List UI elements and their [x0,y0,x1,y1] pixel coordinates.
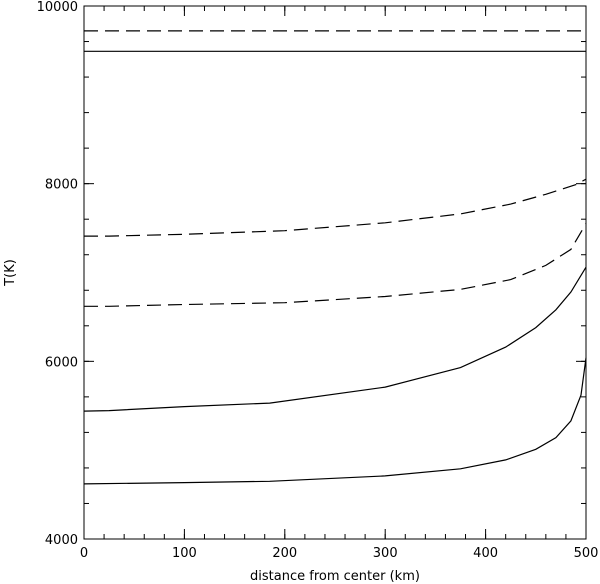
y-axis-label: T(K) [3,259,18,287]
x-tick-label: 100 [172,546,197,561]
x-tick-label: 300 [373,546,398,561]
series-line-3-dashed [84,178,587,237]
series-layer [83,30,587,485]
x-tick-label: 500 [574,546,599,561]
plot-frame [83,5,587,540]
ticks [83,5,587,540]
x-tick-label: 0 [80,546,88,561]
x-axis-label: distance from center (km) [250,569,420,584]
y-tick-label: 6000 [45,355,78,370]
series-line-5-solid [83,266,587,412]
series-line-4-dashed [84,223,587,307]
y-tick-label: 8000 [45,178,78,193]
tick-labels: 0 100 200 300 400 500 4000 6000 8000 10000 [37,0,599,561]
x-tick-label: 200 [272,546,297,561]
y-tick-label: 4000 [45,533,78,548]
series-line-6-solid [83,357,587,485]
y-tick-label: 10000 [37,0,78,15]
x-tick-label: 400 [473,546,498,561]
